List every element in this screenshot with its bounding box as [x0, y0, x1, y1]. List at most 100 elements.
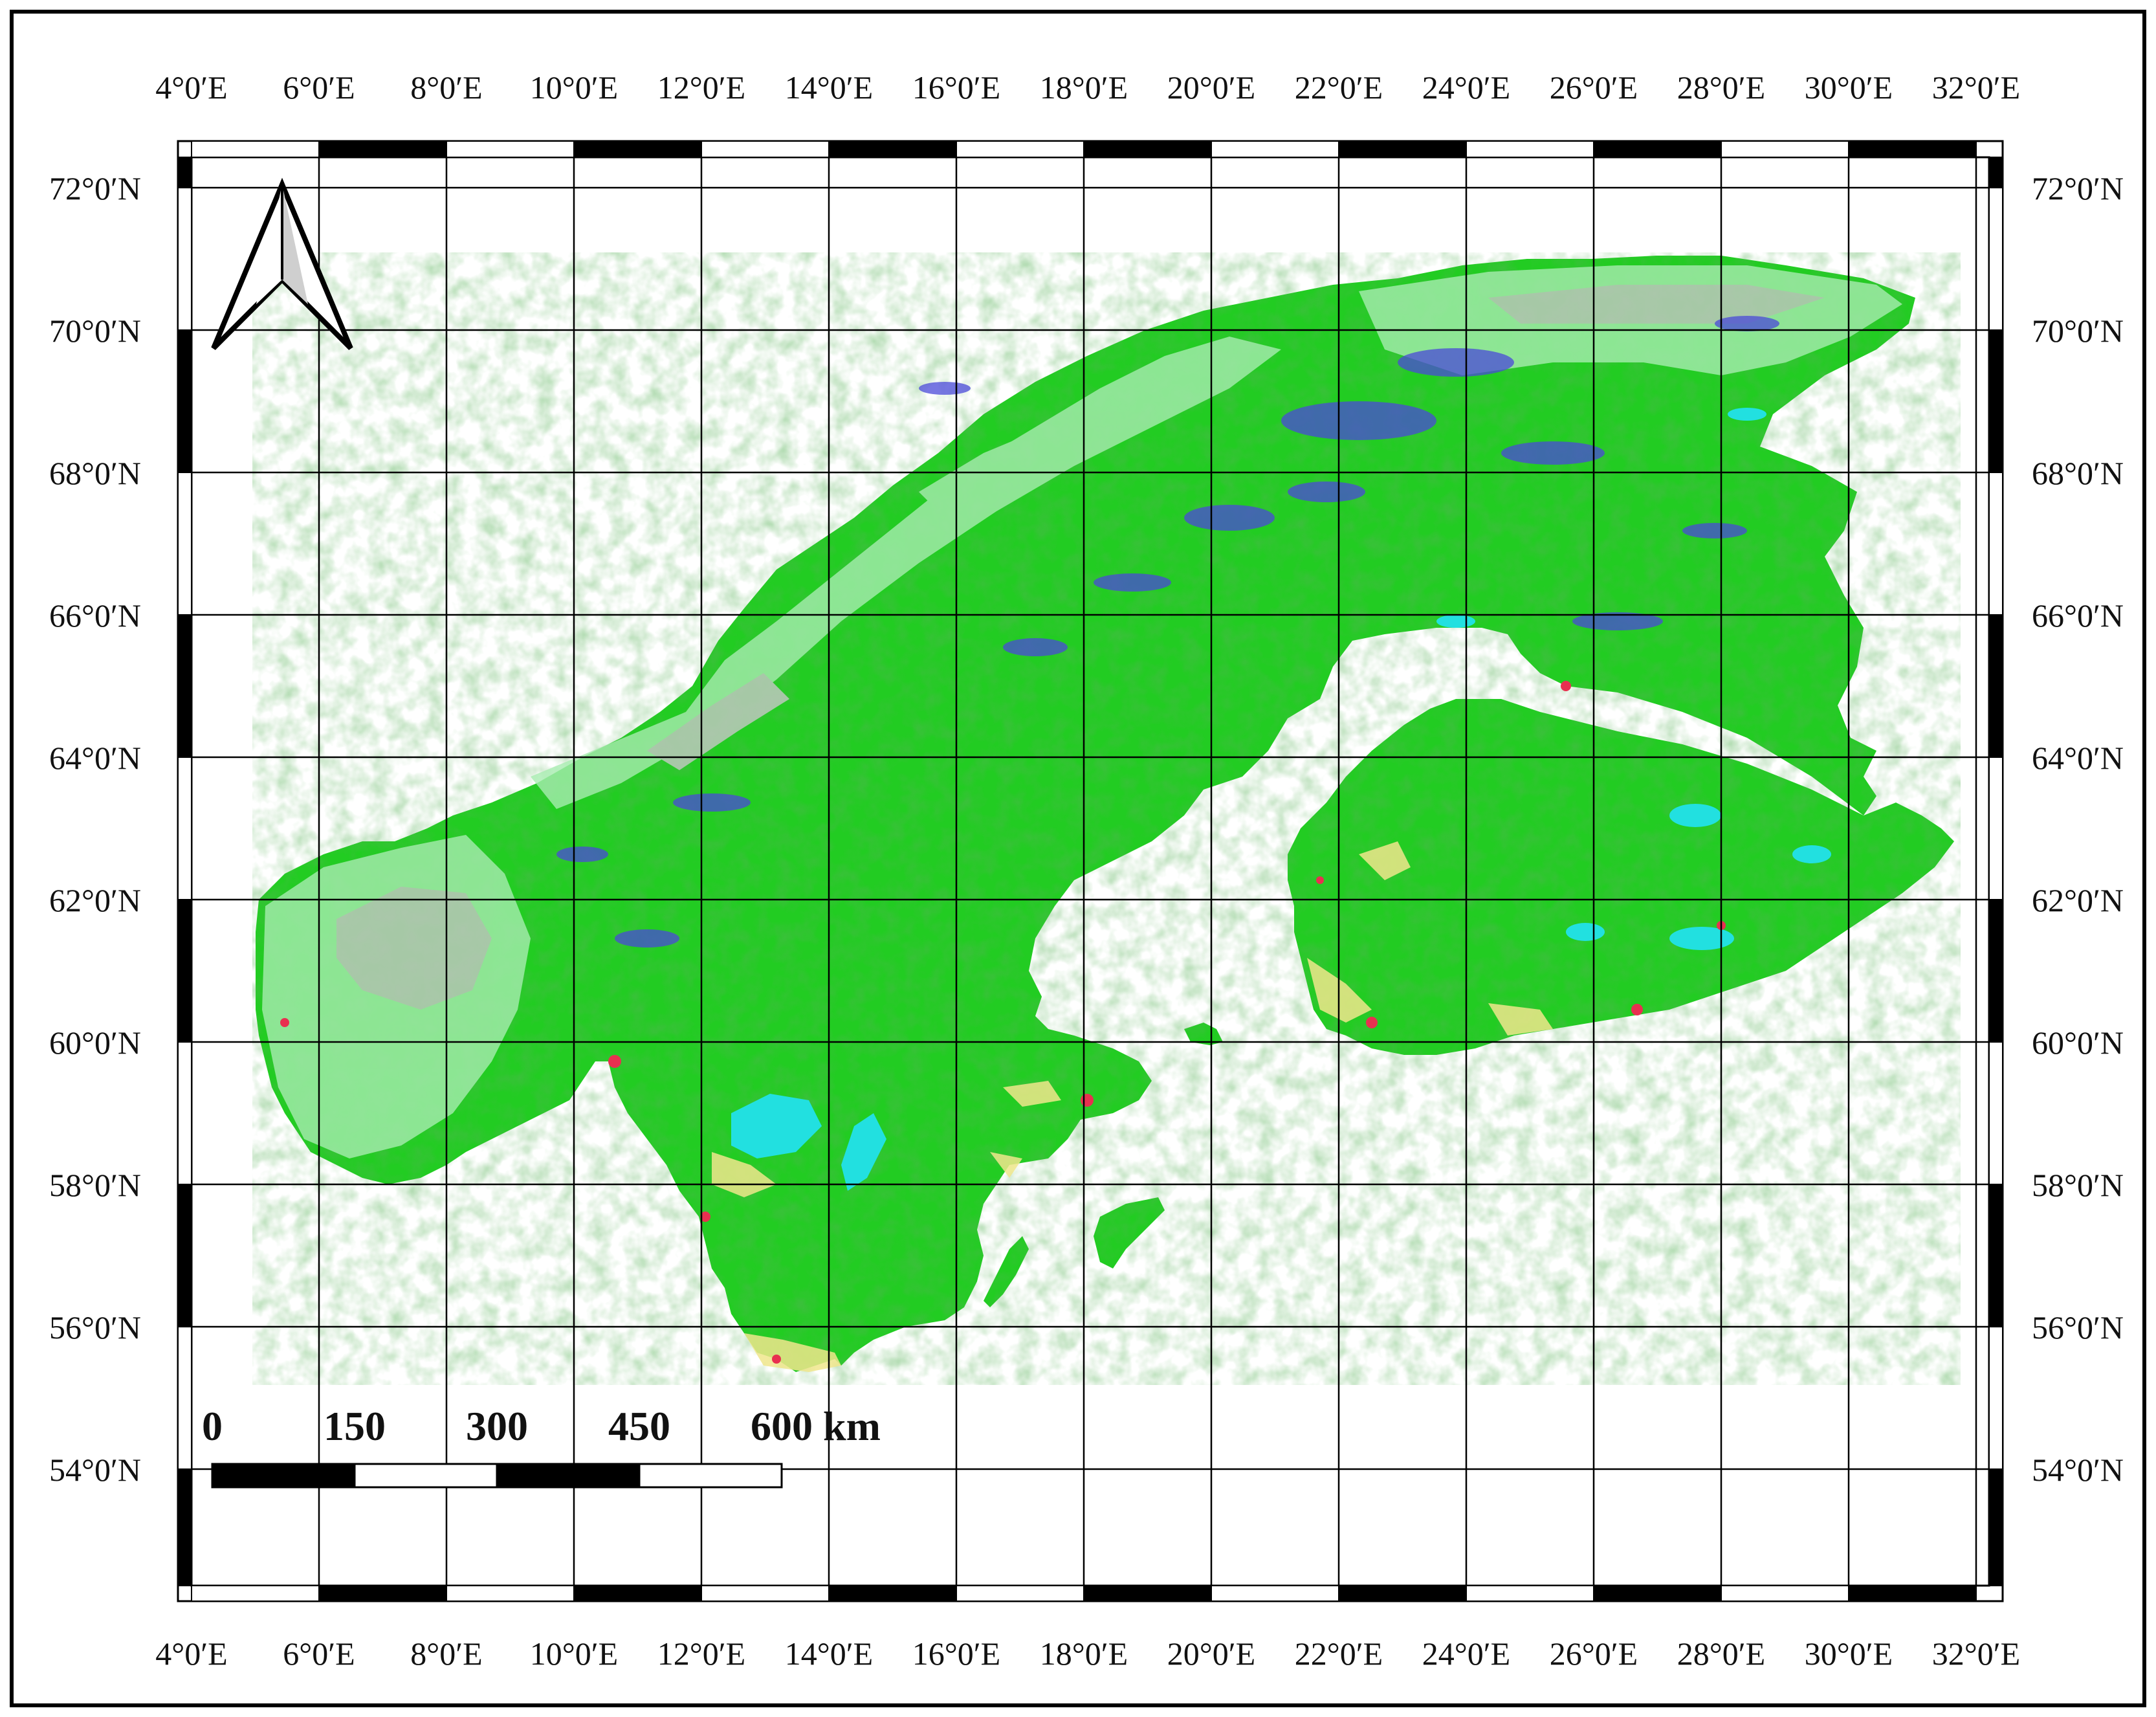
frame-segment — [177, 1041, 192, 1185]
latitude-label: 64°0′N — [49, 740, 141, 776]
frame-segment — [1721, 1585, 1849, 1602]
longitude-label: 22°0′E — [1295, 69, 1383, 105]
latitude-label: 68°0′N — [2032, 455, 2124, 491]
cyan-water-layer — [731, 408, 1831, 1191]
longitude-label: 4°0′E — [155, 1635, 227, 1672]
latitude-label: 58°0′N — [49, 1167, 141, 1203]
frame-segment — [1211, 1585, 1339, 1602]
latitude-label: 56°0′N — [49, 1309, 141, 1346]
latitude-label: 72°0′N — [2032, 170, 2124, 206]
frame-segment — [318, 1585, 447, 1602]
latitude-label: 62°0′N — [49, 882, 141, 918]
frame-segment — [573, 140, 702, 158]
frame-segment — [1338, 1585, 1467, 1602]
latitude-label: 70°0′N — [2032, 313, 2124, 349]
longitude-label: 8°0′E — [410, 1635, 482, 1672]
frame-segment — [1988, 1468, 2003, 1586]
scale-label: 600 km — [751, 1403, 881, 1449]
north-arrow-icon — [211, 177, 353, 350]
longitude-label: 4°0′E — [155, 69, 227, 105]
frame-segment — [701, 140, 830, 158]
frame-segment — [1466, 1585, 1594, 1602]
frame-segment — [191, 1585, 320, 1602]
frame-segment — [1988, 472, 2003, 615]
latitude-label: 68°0′N — [49, 455, 141, 491]
urban-layer — [280, 681, 1726, 1364]
frame-segment — [1988, 1326, 2003, 1470]
frame-segment — [1593, 1585, 1722, 1602]
longitude-label: 28°0′E — [1677, 69, 1765, 105]
longitude-label: 14°0′E — [785, 1635, 873, 1672]
frame-segment — [1083, 140, 1212, 158]
longitude-label: 18°0′E — [1040, 69, 1128, 105]
latitude-label: 64°0′N — [2032, 740, 2124, 776]
scale-label: 450 — [608, 1403, 670, 1449]
scale-label: 0 — [202, 1403, 223, 1449]
longitude-label: 10°0′E — [530, 69, 618, 105]
frame-segment — [1988, 757, 2003, 900]
latitude-labels-left: 72°0′N 70°0′N 68°0′N 66°0′N 64°0′N 62°0′N 60°0… — [49, 170, 141, 1488]
frame-segment — [318, 140, 447, 158]
latitude-label: 54°0′N — [2032, 1452, 2124, 1488]
latitude-label: 58°0′N — [2032, 1167, 2124, 1203]
longitude-label: 12°0′E — [657, 69, 745, 105]
latitude-labels-right: 72°0′N 70°0′N 68°0′N 66°0′N 64°0′N 62°0′N 60°0… — [2032, 170, 2124, 1488]
frame-segment — [1988, 187, 2003, 331]
longitude-labels-top: 4°0′E 6°0′E 8°0′E 10°0′E 12°0′E 14°0′E 16°0′E 1… — [155, 69, 2020, 105]
scale-label: 300 — [466, 1403, 528, 1449]
graticule — [192, 157, 1989, 1586]
latitude-label: 66°0′N — [2032, 597, 2124, 634]
longitude-label: 8°0′E — [410, 69, 482, 105]
longitude-label: 6°0′E — [283, 1635, 355, 1672]
frame-segment — [191, 140, 320, 158]
frame-segment — [1211, 140, 1339, 158]
frame-segment — [177, 757, 192, 900]
longitude-label: 6°0′E — [283, 69, 355, 105]
latitude-label: 54°0′N — [49, 1452, 141, 1488]
longitude-label: 30°0′E — [1805, 69, 1893, 105]
frame-segment — [1721, 140, 1849, 158]
longitude-label: 12°0′E — [657, 1635, 745, 1672]
frame-segment — [177, 1184, 192, 1327]
frame-segment — [956, 1585, 1084, 1602]
longitude-label: 32°0′E — [1932, 1635, 2020, 1672]
frame-segment — [177, 187, 192, 331]
frame-checker-border — [177, 140, 2003, 1602]
longitude-label: 16°0′E — [912, 1635, 1000, 1672]
frame-segment — [1848, 140, 1977, 158]
longitude-label: 30°0′E — [1805, 1635, 1893, 1672]
scale-bar: 0 150 300 450 600 km — [202, 1403, 881, 1489]
longitude-label: 20°0′E — [1167, 69, 1255, 105]
latitude-label: 60°0′N — [49, 1025, 141, 1061]
land-cover-layer — [252, 252, 1961, 1385]
latitude-label: 60°0′N — [2032, 1025, 2124, 1061]
latitude-label: 70°0′N — [49, 313, 141, 349]
frame-segment — [446, 1585, 575, 1602]
frame-segment — [177, 614, 192, 758]
longitude-label: 14°0′E — [785, 69, 873, 105]
mountain-zone-layer — [262, 265, 1902, 1158]
frame-segment — [1988, 614, 2003, 758]
frame-segment — [177, 1326, 192, 1470]
frame-segment — [1083, 1585, 1212, 1602]
frame-segment — [1338, 140, 1467, 158]
frame-segment — [956, 140, 1084, 158]
longitude-labels-bottom: 4°0′E 6°0′E 8°0′E 10°0′E 12°0′E 14°0′E 16°0′E 1… — [155, 1635, 2020, 1672]
longitude-label: 32°0′E — [1932, 69, 2020, 105]
scale-label: 150 — [324, 1403, 386, 1449]
frame-segment — [177, 157, 192, 188]
longitude-label: 20°0′E — [1167, 1635, 1255, 1672]
lake-layer — [556, 316, 1779, 947]
latitude-label: 66°0′N — [49, 597, 141, 634]
longitude-label: 16°0′E — [912, 69, 1000, 105]
frame-segment — [177, 899, 192, 1043]
frame-segment — [446, 140, 575, 158]
frame-segment — [1988, 1041, 2003, 1185]
frame-segment — [573, 1585, 702, 1602]
frame-segment — [1848, 1585, 1977, 1602]
frame-segment — [1466, 140, 1594, 158]
frame-segment — [1593, 140, 1722, 158]
latitude-label: 56°0′N — [2032, 1309, 2124, 1346]
